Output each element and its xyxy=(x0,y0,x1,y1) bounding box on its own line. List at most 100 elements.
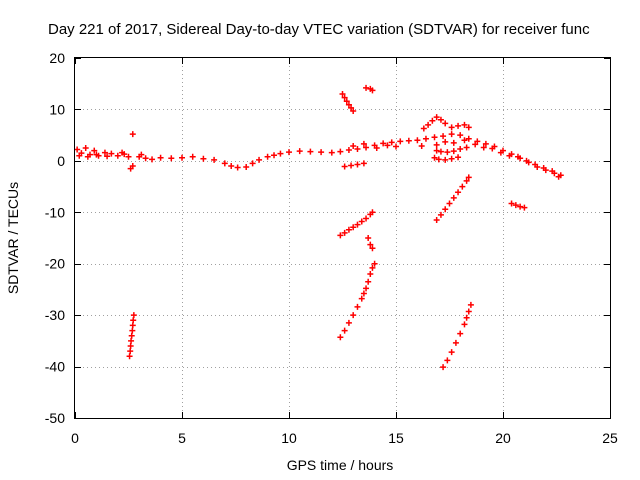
data-point xyxy=(129,322,136,329)
data-point xyxy=(138,151,145,158)
data-point xyxy=(450,194,457,201)
data-point xyxy=(369,264,376,271)
data-point xyxy=(345,101,352,108)
data-point xyxy=(450,148,457,155)
data-point xyxy=(388,139,395,146)
data-point xyxy=(461,121,468,128)
data-point xyxy=(234,164,241,171)
x-tick-label: 25 xyxy=(602,430,618,446)
data-point xyxy=(114,152,121,159)
data-point xyxy=(200,155,207,162)
data-point xyxy=(101,149,108,156)
data-point xyxy=(474,138,481,145)
data-point xyxy=(341,229,348,236)
data-point xyxy=(104,153,111,160)
data-point xyxy=(369,87,376,94)
data-point xyxy=(93,151,100,158)
series-ramp-mid xyxy=(337,209,376,252)
data-point xyxy=(444,149,451,156)
data-point xyxy=(433,141,440,148)
data-point xyxy=(345,226,352,233)
x-tick-label: 10 xyxy=(281,430,297,446)
data-point xyxy=(532,161,539,168)
data-point xyxy=(211,156,218,163)
data-point xyxy=(463,314,470,321)
data-point xyxy=(465,174,472,181)
data-point xyxy=(228,163,235,169)
data-point xyxy=(189,153,196,160)
data-point xyxy=(108,150,115,157)
data-point xyxy=(467,301,474,308)
data-point xyxy=(429,117,436,124)
data-point xyxy=(457,330,464,337)
data-point xyxy=(461,137,468,144)
data-point xyxy=(433,217,440,223)
series-late-cluster xyxy=(508,200,528,211)
data-point xyxy=(465,308,472,315)
data-point xyxy=(433,114,440,121)
data-point xyxy=(450,139,457,146)
series-early-ramp xyxy=(126,312,137,360)
data-point xyxy=(350,142,357,149)
data-point xyxy=(348,104,355,111)
data-point xyxy=(463,144,470,151)
data-point xyxy=(128,337,135,344)
series-ramp-right-low xyxy=(440,301,474,371)
data-point xyxy=(91,147,98,154)
data-point xyxy=(425,121,432,128)
data-point xyxy=(457,146,464,153)
data-point xyxy=(328,149,335,156)
data-point xyxy=(435,156,442,163)
data-point xyxy=(348,162,355,169)
data-point xyxy=(440,133,447,140)
x-axis-label: GPS time / hours xyxy=(287,457,394,473)
data-point xyxy=(448,155,455,162)
data-point xyxy=(448,131,455,138)
data-point xyxy=(126,353,133,360)
data-point xyxy=(249,160,256,167)
data-point xyxy=(455,122,462,129)
data-point xyxy=(384,142,391,149)
y-tick-label: -20 xyxy=(45,256,65,272)
data-point xyxy=(380,140,387,147)
data-point xyxy=(540,165,547,172)
y-tick-label: -30 xyxy=(45,307,65,323)
data-point xyxy=(521,204,528,211)
x-tick-label: 20 xyxy=(495,430,511,446)
data-point xyxy=(142,155,149,162)
data-point xyxy=(444,357,451,364)
data-point xyxy=(363,144,370,151)
data-point xyxy=(422,135,429,142)
data-point xyxy=(277,150,284,157)
data-point xyxy=(555,173,562,180)
data-point xyxy=(130,312,137,319)
data-point xyxy=(367,271,374,277)
data-point xyxy=(337,232,344,239)
series-upper-arc xyxy=(420,114,472,132)
data-point xyxy=(452,339,459,346)
data-point xyxy=(358,295,365,302)
data-point xyxy=(345,319,352,326)
data-point xyxy=(373,145,380,151)
series-main-band-b xyxy=(76,137,562,180)
data-point xyxy=(517,203,524,210)
data-point xyxy=(437,211,444,218)
data-point xyxy=(341,163,348,170)
data-point xyxy=(508,200,515,207)
data-point xyxy=(129,327,136,334)
data-point xyxy=(354,303,361,310)
data-point xyxy=(119,149,126,156)
data-point xyxy=(84,153,91,160)
data-point xyxy=(221,160,228,167)
plot-frame xyxy=(74,57,611,419)
series-ramp-right-mid xyxy=(433,174,472,223)
data-point xyxy=(296,148,303,155)
data-point xyxy=(459,183,466,190)
data-point xyxy=(405,137,412,144)
data-point xyxy=(360,160,367,167)
data-point xyxy=(286,149,292,156)
data-point xyxy=(397,138,404,145)
y-axis-label: SDTVAR / TECUs xyxy=(5,182,21,294)
data-point xyxy=(354,161,361,168)
data-point xyxy=(448,124,455,131)
